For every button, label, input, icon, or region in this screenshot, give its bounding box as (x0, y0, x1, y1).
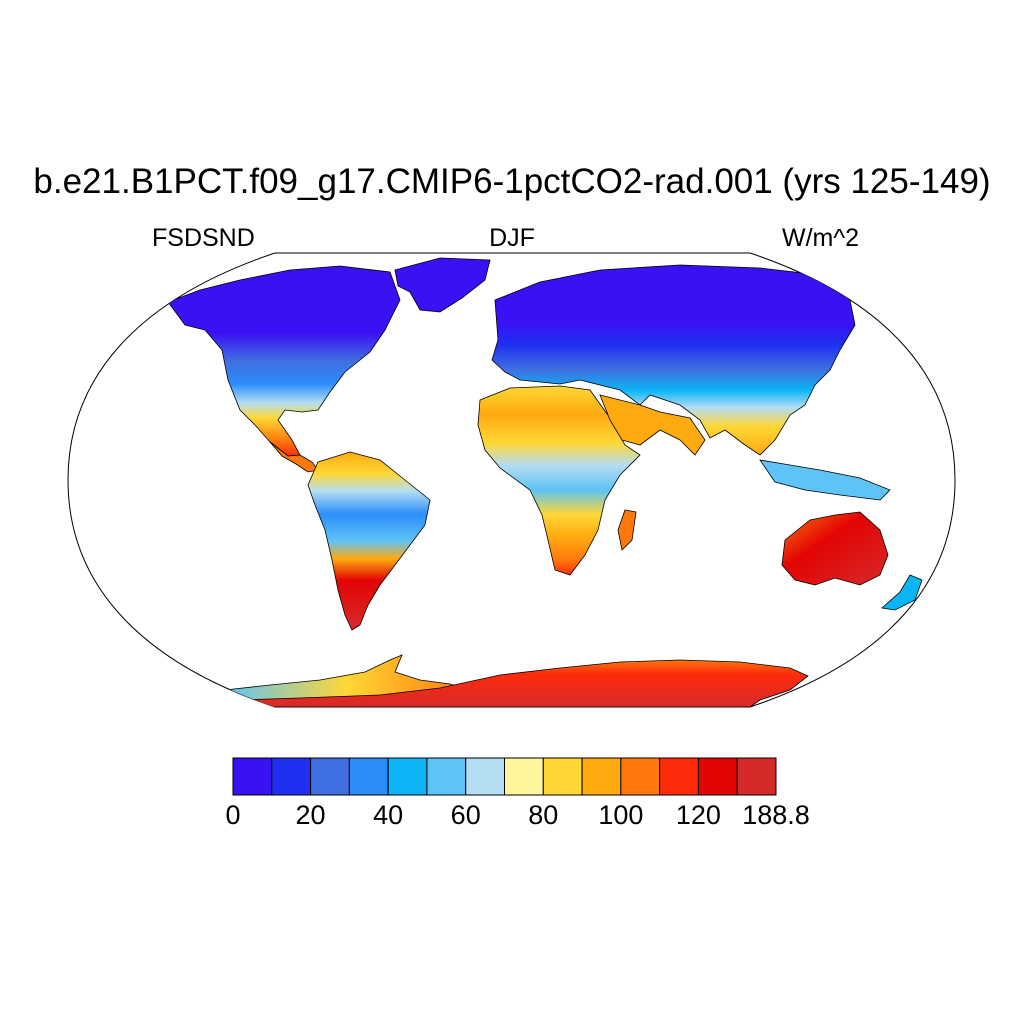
colorbar-swatch (504, 757, 544, 796)
colorbar-tick-label: 100 (598, 800, 644, 830)
colorbar-tick-label: 80 (528, 800, 559, 830)
colorbar-swatch (348, 757, 389, 796)
colorbar-swatch (387, 757, 428, 796)
colorbar-swatch (697, 757, 738, 796)
madagascar-region (617, 509, 637, 551)
colorbar-swatch (310, 757, 350, 796)
colorbar-swatch (620, 757, 661, 796)
new-zealand-region (881, 574, 923, 611)
map-title: b.e21.B1PCT.f09_g17.CMIP6-1pctCO2-rad.00… (33, 162, 991, 201)
south-america-region (307, 451, 431, 631)
colorbar-tick-label: 0 (225, 800, 241, 830)
south-asia-region (599, 394, 706, 456)
colorbar-swatch (232, 757, 273, 796)
colorbar-tick-label: 120 (675, 800, 721, 830)
colorbar-tick-label: 20 (295, 800, 326, 830)
maritime-asia-region (759, 459, 891, 501)
colorbar-swatch (271, 757, 312, 796)
north-america-region (167, 265, 401, 457)
colorbar-tick-label: 40 (373, 800, 404, 830)
variable-label: FSDSND (152, 224, 255, 252)
colorbar-swatch (542, 757, 583, 796)
colorbar-swatch (736, 757, 777, 796)
australia-region (781, 511, 889, 586)
colorbar-swatch (465, 757, 506, 796)
colorbar-swatch (426, 757, 467, 796)
antarctica-region (239, 659, 809, 707)
colorbar-swatch (581, 757, 622, 796)
greenland-region (394, 257, 491, 313)
units-label: W/m^2 (782, 224, 860, 252)
colorbar-tick-label: 188.8 (742, 800, 810, 830)
season-label: DJF (489, 224, 535, 252)
colorbar-tick-label: 60 (450, 800, 481, 830)
africa-region (477, 385, 641, 576)
colorbar-swatch (659, 757, 699, 796)
colorbar (232, 757, 777, 796)
